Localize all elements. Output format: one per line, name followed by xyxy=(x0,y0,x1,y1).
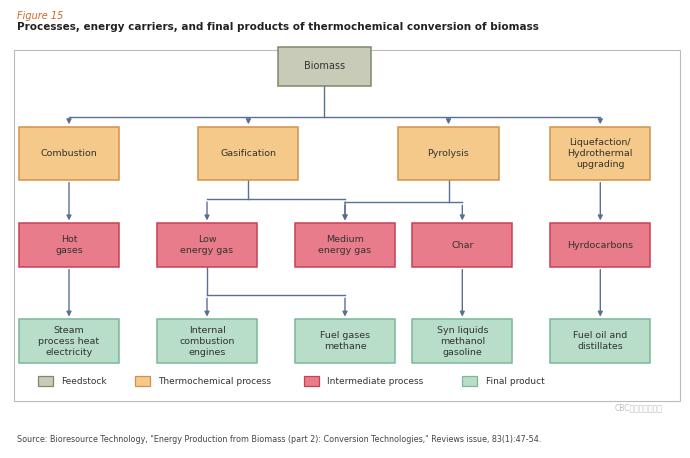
Text: Figure 15: Figure 15 xyxy=(17,11,63,22)
FancyBboxPatch shape xyxy=(157,320,257,363)
FancyBboxPatch shape xyxy=(295,223,395,267)
Text: Gasification: Gasification xyxy=(220,149,277,158)
Text: Syn liquids
methanol
gasoline: Syn liquids methanol gasoline xyxy=(437,326,488,357)
FancyBboxPatch shape xyxy=(19,320,119,363)
FancyBboxPatch shape xyxy=(295,320,395,363)
FancyBboxPatch shape xyxy=(413,320,512,363)
Text: Steam
process heat
electricity: Steam process heat electricity xyxy=(39,326,99,357)
Text: Final product: Final product xyxy=(486,376,544,386)
Text: Medium
energy gas: Medium energy gas xyxy=(319,235,371,255)
FancyBboxPatch shape xyxy=(399,127,498,180)
Text: Hyrdocarbons: Hyrdocarbons xyxy=(567,240,633,250)
FancyBboxPatch shape xyxy=(551,127,651,180)
FancyBboxPatch shape xyxy=(413,223,512,267)
Text: Liquefaction/
Hydrothermal
upgrading: Liquefaction/ Hydrothermal upgrading xyxy=(568,138,633,169)
FancyBboxPatch shape xyxy=(199,127,298,180)
Text: Char: Char xyxy=(451,240,473,250)
Text: Hot
gases: Hot gases xyxy=(55,235,83,255)
FancyBboxPatch shape xyxy=(19,127,119,180)
FancyBboxPatch shape xyxy=(38,376,53,386)
Text: Thermochemical process: Thermochemical process xyxy=(158,376,271,386)
FancyBboxPatch shape xyxy=(14,50,680,401)
Text: Fuel oil and
distillates: Fuel oil and distillates xyxy=(573,331,627,351)
Text: Pyrolysis: Pyrolysis xyxy=(428,149,469,158)
Text: Intermediate process: Intermediate process xyxy=(327,376,423,386)
Text: Internal
combustion
engines: Internal combustion engines xyxy=(179,326,235,357)
Text: Fuel gases
methane: Fuel gases methane xyxy=(320,331,370,351)
FancyBboxPatch shape xyxy=(551,223,651,267)
Text: CBC全球生物质能源: CBC全球生物质能源 xyxy=(615,403,662,412)
Text: Biomass: Biomass xyxy=(304,61,345,71)
Text: Feedstock: Feedstock xyxy=(61,376,107,386)
FancyBboxPatch shape xyxy=(551,320,651,363)
Text: Low
energy gas: Low energy gas xyxy=(181,235,233,255)
FancyBboxPatch shape xyxy=(19,223,119,267)
FancyBboxPatch shape xyxy=(277,47,371,86)
Text: Combustion: Combustion xyxy=(41,149,97,158)
Text: Source: Bioresource Technology, "Energy Production from Biomass (part 2): Conver: Source: Bioresource Technology, "Energy … xyxy=(17,435,542,444)
Text: Processes, energy carriers, and final products of thermochemical conversion of b: Processes, energy carriers, and final pr… xyxy=(17,22,539,32)
FancyBboxPatch shape xyxy=(304,376,319,386)
FancyBboxPatch shape xyxy=(462,376,477,386)
FancyBboxPatch shape xyxy=(157,223,257,267)
FancyBboxPatch shape xyxy=(135,376,150,386)
